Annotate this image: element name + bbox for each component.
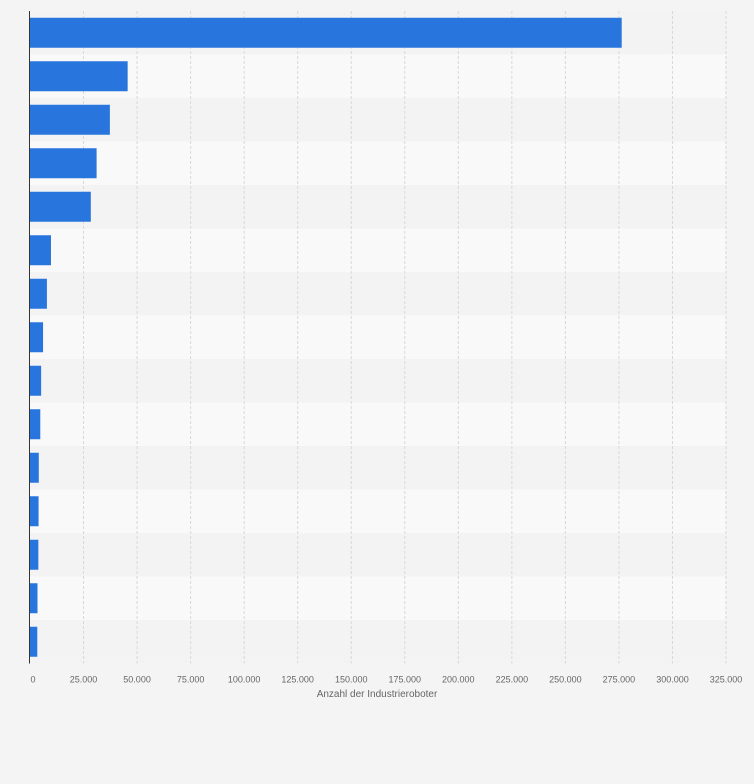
- x-tick-label: 150.000: [335, 675, 368, 685]
- x-tick-label: 0: [30, 675, 35, 685]
- bar[interactable]: [30, 583, 38, 614]
- x-tick-label: 100.000: [228, 675, 261, 685]
- bar[interactable]: [30, 191, 91, 222]
- row-bands: [30, 11, 726, 664]
- row-band: [30, 54, 726, 98]
- bar[interactable]: [30, 17, 622, 48]
- row-band: [30, 272, 726, 316]
- bar[interactable]: [30, 322, 44, 353]
- bar[interactable]: [30, 61, 128, 92]
- row-band: [30, 315, 726, 359]
- row-band: [30, 228, 726, 272]
- x-tick-label: 125.000: [281, 675, 314, 685]
- row-band: [30, 620, 726, 664]
- x-tick-label: 325.000: [710, 675, 743, 685]
- x-tick-label: 25.000: [70, 675, 98, 685]
- row-band: [30, 359, 726, 403]
- bar[interactable]: [30, 496, 39, 527]
- bar[interactable]: [30, 278, 47, 309]
- row-band: [30, 446, 726, 490]
- row-band: [30, 489, 726, 533]
- bar[interactable]: [30, 365, 42, 396]
- x-tick-label: 275.000: [603, 675, 636, 685]
- bar[interactable]: [30, 409, 41, 440]
- x-tick-label: 75.000: [177, 675, 205, 685]
- bar[interactable]: [30, 235, 51, 266]
- row-band: [30, 98, 726, 142]
- bar[interactable]: [30, 452, 39, 483]
- x-axis-label: Anzahl der Industrieroboter: [317, 689, 438, 700]
- bar[interactable]: [30, 148, 97, 179]
- row-band: [30, 576, 726, 620]
- row-band: [30, 185, 726, 229]
- x-tick-label: 175.000: [388, 675, 421, 685]
- row-band: [30, 402, 726, 446]
- x-tick-label: 250.000: [549, 675, 582, 685]
- x-tick-label: 300.000: [656, 675, 689, 685]
- bar[interactable]: [30, 539, 39, 570]
- bar[interactable]: [30, 104, 110, 135]
- row-band: [30, 533, 726, 577]
- bars: [30, 17, 622, 657]
- x-tick-label: 200.000: [442, 675, 475, 685]
- row-band: [30, 141, 726, 185]
- bar[interactable]: [30, 626, 38, 657]
- gridlines: [83, 11, 727, 664]
- x-tick-label: 225.000: [496, 675, 529, 685]
- x-tick-labels: 0 25.000 50.000 75.000 100.000 125.000 150.000…: [30, 675, 742, 685]
- x-tick-label: 50.000: [123, 675, 151, 685]
